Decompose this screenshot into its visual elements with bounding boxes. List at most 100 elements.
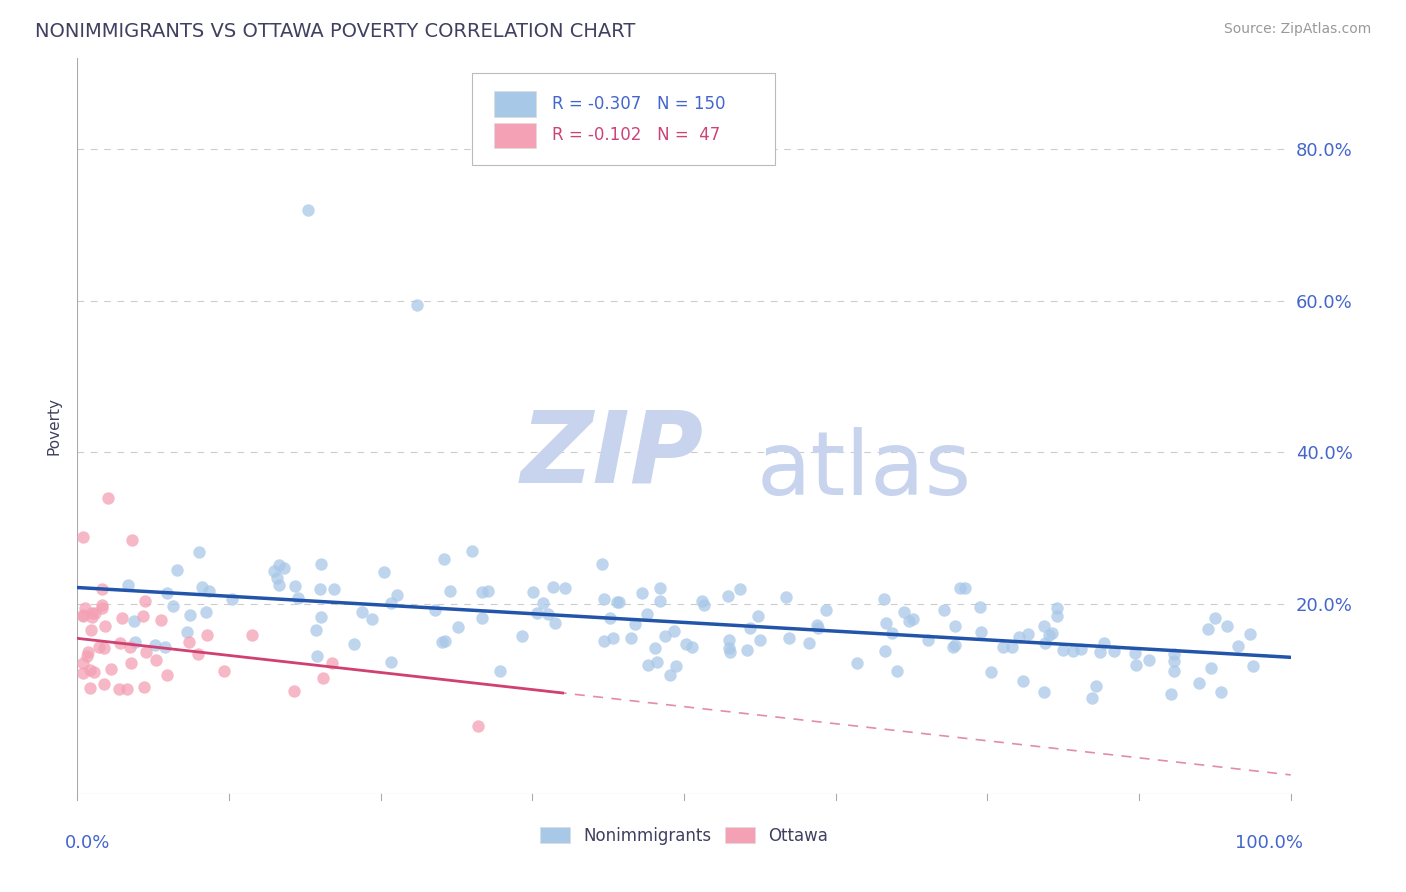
Text: ZIP: ZIP	[520, 407, 703, 504]
Bar	[494, 123, 536, 148]
Point	[83, 607, 105, 621]
Point	[1160, 687, 1182, 701]
Point	[197, 628, 219, 642]
Point	[1008, 631, 1031, 645]
Point	[134, 680, 156, 694]
Point	[1241, 659, 1264, 673]
Point	[648, 594, 671, 608]
Point	[624, 617, 647, 632]
Point	[980, 665, 1002, 680]
Point	[541, 580, 564, 594]
Point	[273, 561, 295, 575]
Point	[305, 623, 328, 637]
Legend: Nonimmigrants, Ottawa: Nonimmigrants, Ottawa	[533, 821, 835, 852]
Point	[93, 619, 115, 633]
Point	[80, 623, 103, 637]
Point	[447, 620, 470, 634]
Point	[692, 598, 714, 612]
Point	[717, 641, 740, 656]
Point	[108, 635, 131, 649]
Point	[644, 640, 666, 655]
Point	[522, 585, 544, 599]
Point	[153, 640, 176, 655]
Point	[1012, 673, 1035, 688]
Point	[675, 637, 697, 651]
Point	[150, 613, 173, 627]
Point	[156, 586, 179, 600]
Point	[373, 565, 395, 579]
Point	[322, 582, 344, 596]
Point	[620, 631, 643, 645]
Point	[100, 662, 122, 676]
Text: R = -0.307   N = 150: R = -0.307 N = 150	[551, 95, 725, 113]
Point	[83, 665, 105, 679]
Point	[477, 584, 499, 599]
Point	[97, 491, 120, 505]
Point	[631, 586, 654, 600]
Point	[107, 681, 129, 696]
Point	[145, 653, 167, 667]
Point	[266, 571, 288, 585]
Point	[970, 624, 993, 639]
Point	[489, 664, 512, 678]
Point	[747, 608, 769, 623]
Point	[321, 656, 343, 670]
Point	[90, 582, 112, 596]
Text: Source: ZipAtlas.com: Source: ZipAtlas.com	[1223, 22, 1371, 37]
Point	[350, 605, 373, 619]
Point	[439, 583, 461, 598]
Point	[1001, 640, 1024, 654]
Point	[76, 648, 98, 663]
Point	[645, 656, 668, 670]
Text: NONIMMIGRANTS VS OTTAWA POVERTY CORRELATION CHART: NONIMMIGRANTS VS OTTAWA POVERTY CORRELAT…	[35, 22, 636, 41]
Point	[1080, 690, 1102, 705]
Bar	[494, 91, 536, 117]
Point	[188, 545, 211, 559]
Point	[1197, 622, 1219, 636]
Point	[654, 629, 676, 643]
Point	[1033, 619, 1056, 633]
Point	[735, 643, 758, 657]
Point	[433, 634, 456, 648]
Point	[360, 612, 382, 626]
Point	[72, 656, 94, 670]
Point	[690, 594, 713, 608]
Point	[212, 664, 235, 678]
Point	[176, 625, 198, 640]
Point	[602, 632, 624, 646]
Point	[191, 580, 214, 594]
Point	[461, 543, 484, 558]
Point	[80, 606, 103, 620]
Point	[122, 614, 145, 628]
Point	[718, 633, 741, 648]
Point	[471, 611, 494, 625]
Point	[893, 605, 915, 619]
Point	[72, 607, 94, 622]
Point	[1102, 644, 1125, 658]
Point	[593, 634, 616, 648]
Point	[806, 618, 828, 632]
Point	[1033, 635, 1056, 649]
Point	[430, 635, 453, 649]
Point	[93, 677, 115, 691]
Text: 0.0%: 0.0%	[65, 834, 111, 853]
Point	[283, 683, 305, 698]
Point	[875, 615, 897, 630]
Point	[846, 657, 869, 671]
Point	[1046, 601, 1069, 615]
Point	[526, 606, 548, 620]
Point	[80, 610, 103, 624]
Point	[665, 659, 688, 673]
Point	[882, 625, 904, 640]
Point	[240, 628, 263, 642]
Point	[284, 579, 307, 593]
Point	[606, 595, 628, 609]
Point	[797, 636, 820, 650]
Point	[1084, 679, 1107, 693]
Point	[815, 603, 838, 617]
Point	[955, 582, 977, 596]
Point	[943, 638, 966, 652]
Point	[932, 603, 955, 617]
Point	[1090, 645, 1112, 659]
Point	[1163, 664, 1185, 678]
